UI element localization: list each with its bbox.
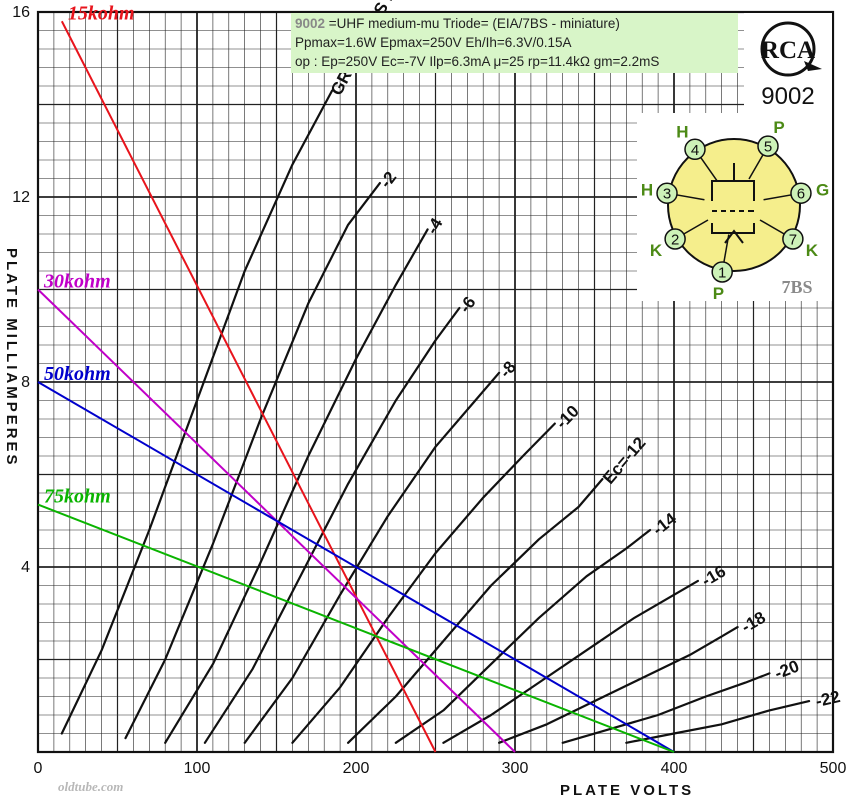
grid-curve-neg4	[164, 228, 429, 744]
rca-logo-bolt	[804, 61, 822, 71]
grid-voltage-curves	[60, 89, 811, 744]
watermark: oldtube.com	[58, 779, 123, 794]
rca-logo-text: RCA	[761, 37, 815, 64]
load-line-75kohm	[37, 503, 675, 753]
x-tick-label: 400	[661, 760, 688, 777]
load-line-label: 15kohm	[68, 2, 135, 24]
brand-model: 9002	[761, 83, 815, 110]
grid-curve-neg6	[203, 306, 461, 744]
y-tick-label: 16	[12, 4, 30, 21]
pin-4-number: 4	[691, 142, 699, 159]
grid-curve-neg22	[625, 699, 811, 744]
y-axis-title: PLATE MILLIAMPERES	[3, 248, 20, 468]
load-line-15kohm	[60, 20, 437, 753]
pin-3-number: 3	[663, 186, 671, 203]
pin-7-circle	[782, 228, 804, 250]
pin-1-circle	[711, 261, 733, 283]
grid-curve-neg14	[394, 528, 652, 744]
basing-code: 7BS	[781, 277, 812, 297]
grid-curve-neg10	[291, 422, 556, 744]
grid-curve-label: -10	[552, 402, 583, 433]
pin-5-circle	[757, 135, 779, 157]
pin-1-number: 1	[718, 264, 726, 281]
info-description: =UHF medium-mu Triode= (EIA/7BS - miniat…	[325, 16, 620, 31]
y-tick-label: 12	[12, 189, 30, 206]
info-line-1: 9002 =UHF medium-mu Triode= (EIA/7BS - m…	[295, 14, 734, 33]
grid-curve-label: -6	[455, 293, 479, 316]
x-tick-label: 500	[820, 760, 847, 777]
pin-6-circle	[790, 182, 812, 204]
pin-4-function: H	[676, 122, 688, 141]
x-axis-title: PLATE VOLTS	[560, 782, 694, 799]
info-model: 9002	[295, 16, 326, 31]
grid-curve-label: -20	[772, 657, 802, 684]
triode-symbol	[711, 163, 755, 244]
grid-curve-label: -2	[376, 168, 400, 192]
x-tick-label: 300	[502, 760, 529, 777]
x-tick-label: 200	[343, 760, 370, 777]
rca-logo: RCA	[760, 21, 822, 77]
grid-curve-label: -22	[814, 687, 842, 711]
pin-6-function: G	[816, 180, 829, 199]
brand-box: RCA 9002	[744, 13, 832, 113]
y-tick-label: 8	[21, 374, 30, 391]
pin-2-number: 2	[671, 232, 679, 249]
grid-curve-neg20	[561, 672, 771, 744]
pin-4-circle	[684, 138, 706, 161]
pin-5-number: 5	[764, 139, 772, 156]
load-lines: 15kohm 30kohm 50kohm 75kohm	[37, 2, 675, 753]
pin-7-number: 7	[789, 232, 797, 249]
grid-curve-label: -14	[649, 509, 680, 539]
rca-logo-ring	[760, 21, 816, 77]
load-line-label: 75kohm	[44, 486, 111, 508]
pin-6-number: 6	[797, 186, 805, 203]
pin-5-function: P	[773, 118, 784, 137]
grid-curve-neg8	[243, 371, 501, 744]
pin-2-function: K	[650, 241, 663, 260]
tube-info-box: 9002 =UHF medium-mu Triode= (EIA/7BS - m…	[291, 13, 738, 73]
grid-curve-0	[60, 89, 334, 735]
pin-2-circle	[664, 228, 686, 250]
load-line-label: 30kohm	[43, 271, 111, 293]
grid-curve-label: -16	[698, 562, 729, 591]
tube-base-circle	[667, 138, 801, 272]
pin-7-function: K	[806, 241, 819, 260]
info-line-2: Ppmax=1.6W Epmax=250V Eh/Ih=6.3V/0.15A	[295, 35, 572, 50]
grid-curve-neg18	[498, 625, 739, 744]
grid-curve-neg16	[442, 579, 700, 744]
load-line-label: 50kohm	[44, 363, 111, 385]
grid-curve-neg12	[347, 478, 604, 744]
grid-curve-label: -18	[738, 608, 769, 637]
grid-curve-neg2	[124, 182, 381, 740]
pin-3-function: H	[641, 180, 653, 199]
x-tick-label: 0	[34, 760, 43, 777]
pin-3-circle	[656, 182, 678, 204]
load-line-50kohm	[37, 381, 675, 753]
pin-1-function: P	[713, 284, 724, 301]
x-tick-label: 100	[184, 760, 211, 777]
y-tick-label: 4	[21, 559, 30, 576]
info-line-3: op : Ep=250V Ec=-7V Ilp=6.3mA μ=25 rp=11…	[295, 54, 660, 69]
